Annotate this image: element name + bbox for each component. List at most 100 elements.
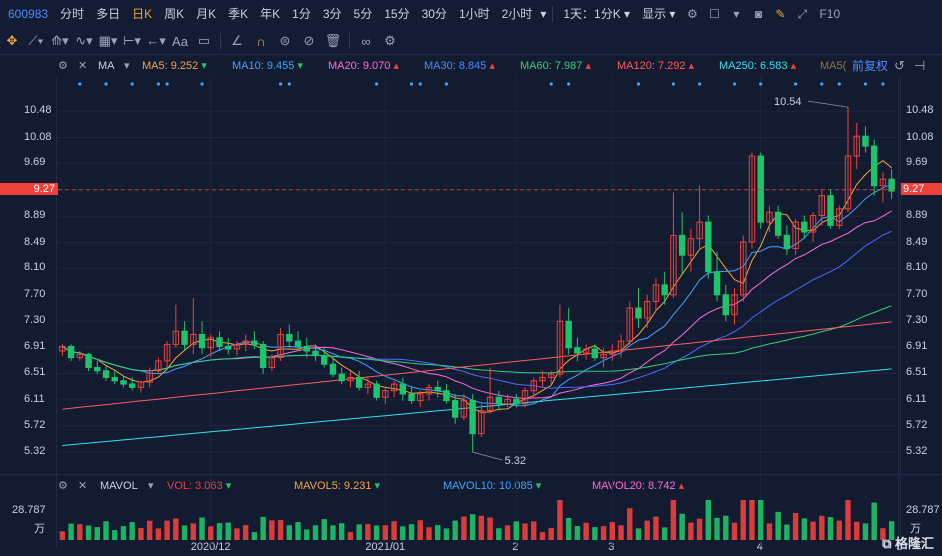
f10-button[interactable]: F10 — [819, 7, 841, 21]
text-tool-icon[interactable]: Aa — [172, 33, 188, 49]
y-tick-label: 7.30 — [24, 314, 46, 327]
volume-legend: ⚙ ✕ MAVOL ▾ VOL: 3.063 ▾ MAVOL5: 9.231 ▾… — [0, 476, 942, 496]
volume-bar — [321, 519, 327, 540]
candle-body — [137, 381, 145, 388]
volume-bar — [775, 511, 781, 540]
volume-bar — [688, 522, 694, 540]
volume-bar — [574, 526, 581, 540]
candle-body — [355, 376, 363, 388]
comment-tool-icon[interactable]: ▭ — [197, 33, 211, 48]
candle-body — [600, 353, 607, 359]
chevron-down-icon[interactable]: ▾ — [124, 60, 130, 72]
tab-yearly-k[interactable]: 年K — [260, 7, 281, 21]
volume-indicator-name[interactable]: MAVOL — [100, 480, 138, 492]
settings-icon[interactable]: ⚙ — [58, 60, 68, 72]
candle-body — [844, 155, 852, 210]
link-icon[interactable]: ∞ — [361, 33, 371, 49]
candle-body — [329, 363, 337, 375]
signal-dot — [636, 82, 641, 86]
y-tick-label: 10.08 — [906, 130, 934, 143]
candle-body — [469, 400, 476, 435]
tab-quarterly-k[interactable]: 季K — [228, 7, 249, 21]
display-select[interactable]: 显示 ▾ — [642, 7, 676, 21]
adjust-select[interactable]: 前复权 — [851, 59, 888, 73]
candle-body — [390, 383, 398, 392]
wave-tool-icon[interactable]: ∿▾ — [75, 33, 93, 48]
tab-duori[interactable]: 多日 — [96, 7, 121, 21]
volume-bar — [426, 527, 432, 540]
camera-icon[interactable]: ◙ — [754, 7, 763, 21]
candle-body — [120, 380, 127, 385]
tab-2hour[interactable]: 2小时 — [501, 7, 533, 21]
tab-30min[interactable]: 30分 — [421, 7, 447, 21]
divider — [220, 33, 221, 49]
volume-bar — [749, 500, 755, 540]
ma250-label: MA250: 6.583 ▴ — [719, 60, 797, 72]
divider — [349, 33, 350, 49]
volume-bar — [627, 508, 633, 540]
trash-icon[interactable]: 🗑 — [324, 33, 342, 48]
close-icon[interactable]: ✕ — [78, 60, 88, 72]
tab-1min[interactable]: 1分 — [292, 7, 311, 21]
tab-5min[interactable]: 5分 — [353, 7, 373, 21]
tab-weekly-k[interactable]: 周K — [164, 7, 185, 21]
undo-icon[interactable]: ↺ — [894, 58, 905, 73]
volume-bar — [242, 525, 249, 540]
ma30-line — [62, 230, 892, 389]
volume-bar — [435, 525, 441, 540]
line-tool-icon[interactable]: ⟋▾ — [28, 33, 44, 48]
tab-daily-k[interactable]: 日K — [132, 7, 153, 21]
y-tick-label: 7.70 — [906, 287, 928, 300]
settings-icon[interactable]: ⚙ — [687, 7, 698, 21]
x-tick-label: 2 — [512, 541, 519, 553]
y-tick-label: 9.27 — [900, 182, 942, 195]
grid-tool-icon[interactable]: ▦▾ — [98, 33, 118, 48]
gear-icon[interactable]: ⚙ — [384, 33, 396, 48]
compress-icon[interactable]: ⊣ — [914, 58, 926, 73]
y-tick-label: 7.30 — [906, 314, 928, 327]
signal-dot — [567, 82, 571, 86]
volume-bar — [260, 516, 266, 540]
chevron-down-icon[interactable]: ▾ — [148, 480, 154, 492]
volume-bar — [59, 531, 66, 540]
signal-dot — [881, 82, 885, 86]
magnet-icon[interactable]: ∩ — [256, 33, 266, 49]
fullscreen-icon[interactable]: ⤢ — [797, 6, 808, 21]
tab-3min[interactable]: 3分 — [322, 7, 342, 21]
settings-icon[interactable]: ⚙ — [58, 480, 68, 492]
volume-bar — [661, 527, 668, 540]
volume-bar — [129, 522, 135, 540]
volume-bar — [443, 528, 450, 540]
period-select[interactable]: 1天：1分K ▾ — [563, 7, 631, 21]
indicator-name[interactable]: MA — [98, 60, 115, 72]
pen-icon[interactable]: ✎ — [775, 7, 786, 21]
candle-body — [565, 320, 572, 349]
checkbox-icon[interactable]: ☐ — [709, 7, 720, 21]
volume-bar — [382, 525, 389, 540]
tab-fenshi[interactable]: 分时 — [60, 7, 85, 21]
volume-bar — [408, 524, 415, 540]
volume-bar — [871, 502, 877, 540]
more-icon[interactable]: ▾ — [540, 7, 547, 21]
chevron-down-icon[interactable]: ▾ — [733, 7, 740, 21]
tab-1hour[interactable]: 1小时 — [458, 7, 490, 21]
hide-icon[interactable]: ⊘ — [303, 33, 315, 48]
signal-dot — [863, 82, 868, 86]
crosshair-icon[interactable]: ✥ — [6, 33, 18, 48]
candle-body — [713, 271, 721, 296]
candle-body — [146, 370, 153, 383]
measure-tool-icon[interactable]: ⊢▾ — [123, 33, 141, 48]
close-icon[interactable]: ✕ — [78, 480, 88, 492]
arrow-tool-icon[interactable]: ←▾ — [146, 33, 166, 48]
lock-icon[interactable]: ⊜ — [279, 33, 291, 48]
signal-dot — [287, 82, 291, 86]
tab-monthly-k[interactable]: 月K — [196, 7, 217, 21]
stock-code[interactable]: 600983 — [8, 7, 49, 21]
trend-tool-icon[interactable]: ⟰▾ — [51, 33, 69, 48]
ruler-icon[interactable]: ∠ — [231, 33, 243, 48]
tab-15min[interactable]: 15分 — [384, 7, 410, 21]
volume-bar — [513, 521, 519, 540]
y-tick-label: 6.51 — [24, 366, 46, 379]
candle-body — [242, 340, 249, 345]
